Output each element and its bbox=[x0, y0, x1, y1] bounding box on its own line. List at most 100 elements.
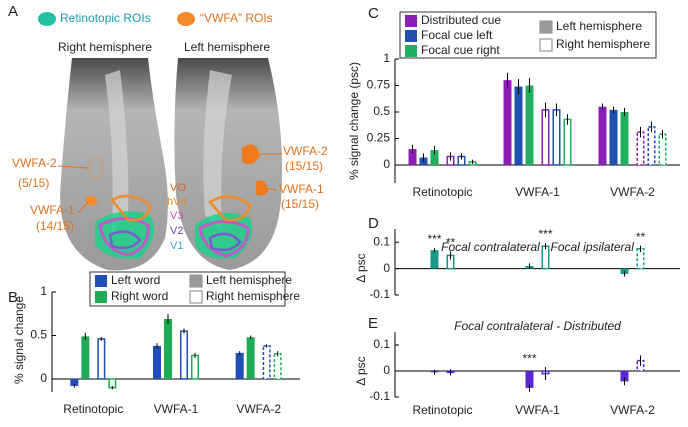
legend-swatch bbox=[405, 15, 417, 27]
legend-label: Focal cue right bbox=[421, 43, 500, 57]
area-label: VO bbox=[170, 182, 186, 194]
bar bbox=[525, 85, 534, 165]
legend-label: Distributed cue bbox=[421, 13, 501, 27]
bar bbox=[636, 248, 645, 270]
y-tick-label: 0.1 bbox=[373, 337, 390, 351]
roi-label: VWFA-2 bbox=[283, 144, 328, 158]
x-tick-label: Retinotopic bbox=[63, 402, 123, 416]
chart-title: Focal contralateral - Distributed bbox=[454, 319, 621, 333]
significance: *** bbox=[522, 351, 536, 365]
y-tick-label: 0 bbox=[383, 261, 390, 275]
bar bbox=[430, 250, 439, 269]
brain-left-hemisphere bbox=[174, 58, 283, 270]
x-tick-label: VWFA-1 bbox=[515, 403, 560, 417]
hemisphere-label: Right hemisphere bbox=[58, 40, 152, 54]
area-label: V2 bbox=[170, 225, 183, 237]
legend-swatch bbox=[539, 20, 553, 34]
vwfa2-roi bbox=[88, 157, 104, 179]
x-tick-label: VWFA-1 bbox=[515, 185, 560, 199]
x-tick-label: VWFA-1 bbox=[154, 402, 199, 416]
bar bbox=[97, 338, 106, 380]
bar bbox=[81, 336, 90, 379]
y-tick-label: 0.5 bbox=[30, 328, 47, 342]
bar bbox=[636, 359, 645, 372]
legend-swatch bbox=[189, 290, 203, 304]
bar bbox=[514, 86, 523, 165]
significance: *** bbox=[427, 232, 441, 246]
area-label: V3 bbox=[170, 210, 183, 222]
significance: ** bbox=[446, 236, 456, 250]
legend-label: Retinotopic ROIs bbox=[60, 11, 151, 25]
significance: *** bbox=[538, 227, 552, 241]
bar bbox=[503, 80, 512, 165]
y-tick-label: -0.1 bbox=[369, 389, 390, 403]
legend-swatch bbox=[405, 30, 417, 42]
roi-count: (15/15) bbox=[285, 159, 323, 173]
vo-outline bbox=[110, 194, 152, 222]
bar bbox=[552, 109, 561, 166]
bar bbox=[647, 126, 656, 166]
v3-outline bbox=[98, 217, 150, 257]
v2-outline bbox=[208, 232, 242, 252]
panel-letter: A bbox=[8, 3, 18, 20]
bar bbox=[620, 111, 629, 165]
x-tick-label: Retinotopic bbox=[412, 185, 472, 199]
y-tick-label: 0 bbox=[383, 363, 390, 377]
bar bbox=[262, 345, 271, 380]
y-axis-label: Δ psc bbox=[354, 356, 368, 385]
roi-pointer bbox=[265, 187, 277, 191]
significance: ** bbox=[636, 230, 646, 244]
legend-swatch bbox=[95, 275, 107, 287]
v2-outline bbox=[108, 230, 142, 250]
bar bbox=[609, 109, 618, 165]
area-label: hV4 bbox=[167, 196, 187, 208]
y-tick-label: 0.1 bbox=[373, 234, 390, 248]
legend-box bbox=[399, 11, 657, 59]
bar bbox=[658, 133, 667, 166]
bar bbox=[430, 150, 439, 165]
y-tick-label: 0 bbox=[383, 157, 390, 171]
roi-pointer bbox=[77, 201, 89, 214]
panel-letter: D bbox=[368, 215, 379, 232]
legend-label: Focal cue left bbox=[421, 28, 493, 42]
y-axis-label: Δ psc bbox=[354, 253, 368, 282]
bar bbox=[598, 106, 607, 165]
x-tick-label: VWFA-2 bbox=[610, 185, 655, 199]
roi-label: VWFA-2 bbox=[12, 156, 57, 170]
y-tick-label: 0.25 bbox=[367, 131, 391, 145]
bar bbox=[541, 245, 550, 270]
legend-label: Left hemisphere bbox=[206, 273, 292, 287]
bar bbox=[235, 352, 244, 379]
v3-outline bbox=[198, 220, 250, 258]
legend-label: Left word bbox=[111, 273, 160, 287]
y-tick-label: -0.1 bbox=[369, 287, 390, 301]
roi-count: (5/15) bbox=[18, 176, 49, 190]
legend-label: Right word bbox=[111, 289, 168, 303]
bar bbox=[541, 109, 550, 166]
bar bbox=[525, 371, 534, 388]
vwfa1-roi bbox=[256, 180, 268, 196]
bar bbox=[620, 371, 629, 382]
bar bbox=[246, 337, 255, 379]
roi-pointer bbox=[57, 165, 89, 169]
legend-swatch bbox=[539, 38, 553, 52]
legend-swatch bbox=[38, 12, 56, 26]
legend-swatch bbox=[405, 45, 417, 57]
vo-outline bbox=[208, 195, 252, 222]
chart-title: Focal contralateral - Focal ipsilateral bbox=[441, 240, 634, 254]
y-tick-label: 0 bbox=[40, 371, 47, 385]
y-tick-label: 0.75 bbox=[367, 78, 391, 92]
vwfa2-roi bbox=[242, 144, 260, 164]
legend-swatch bbox=[189, 274, 203, 288]
y-tick-label: 1 bbox=[383, 51, 390, 65]
legend-swatch bbox=[95, 291, 107, 303]
bar bbox=[70, 378, 79, 386]
x-tick-label: VWFA-2 bbox=[610, 403, 655, 417]
bar bbox=[164, 318, 172, 379]
legend-label: “VWFA” ROIs bbox=[200, 11, 273, 25]
legend-label: Right hemisphere bbox=[206, 289, 300, 303]
y-axis-label: % signal change bbox=[12, 296, 26, 384]
vwfa1-roi bbox=[86, 195, 98, 206]
hemisphere-label: Left hemisphere bbox=[184, 40, 270, 54]
roi-count: (15/15) bbox=[281, 197, 319, 211]
